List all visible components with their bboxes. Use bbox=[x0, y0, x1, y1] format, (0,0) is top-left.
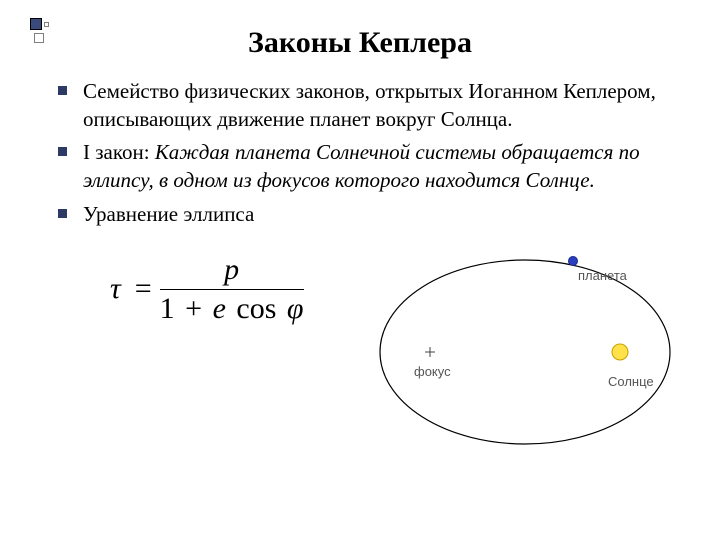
formula-denominator: 1 + e cos φ bbox=[160, 290, 304, 324]
bullet-2-italic: Каждая планета Солнечной системы обращае… bbox=[83, 140, 640, 192]
formula-eq: = bbox=[127, 272, 160, 306]
page-title: Законы Кеплера bbox=[0, 0, 720, 60]
decor-sq-2 bbox=[44, 22, 49, 27]
list-item: Семейство физических законов, открытых И… bbox=[58, 78, 672, 133]
bullet-text-3: Уравнение эллипса bbox=[83, 201, 254, 229]
planet-icon bbox=[569, 257, 578, 266]
formula-numerator: p bbox=[224, 255, 239, 289]
decor-sq-3 bbox=[34, 33, 44, 43]
orbit-diagram: планета фокус Солнце bbox=[372, 252, 678, 452]
orbit-svg bbox=[372, 252, 678, 452]
denom-e: e bbox=[213, 292, 226, 325]
bullet-square-icon bbox=[58, 147, 67, 156]
decor-sq-1 bbox=[30, 18, 42, 30]
slide-decor bbox=[30, 18, 66, 44]
formula-tau: τ bbox=[110, 272, 127, 306]
denom-plus: + bbox=[182, 292, 205, 325]
sun-icon bbox=[612, 344, 628, 360]
denom-cos: cos bbox=[233, 292, 276, 325]
denom-phi: φ bbox=[284, 292, 304, 325]
ellipse-equation: τ = p 1 + e cos φ bbox=[110, 255, 304, 324]
bullet-text-2: I закон: Каждая планета Солнечной систем… bbox=[83, 139, 672, 194]
denom-one: 1 bbox=[160, 292, 175, 325]
bullet-square-icon bbox=[58, 86, 67, 95]
label-sun: Солнце bbox=[608, 374, 654, 389]
bullet-square-icon bbox=[58, 209, 67, 218]
list-item: Уравнение эллипса bbox=[58, 201, 672, 229]
focus-marker bbox=[425, 347, 435, 357]
list-item: I закон: Каждая планета Солнечной систем… bbox=[58, 139, 672, 194]
label-planet: планета bbox=[578, 268, 627, 283]
bullet-2-prefix: I закон: bbox=[83, 140, 155, 164]
bullet-text-1: Семейство физических законов, открытых И… bbox=[83, 78, 672, 133]
formula-fraction: p 1 + e cos φ bbox=[160, 255, 304, 324]
label-focus: фокус bbox=[414, 364, 451, 379]
bullet-list: Семейство физических законов, открытых И… bbox=[0, 60, 720, 229]
